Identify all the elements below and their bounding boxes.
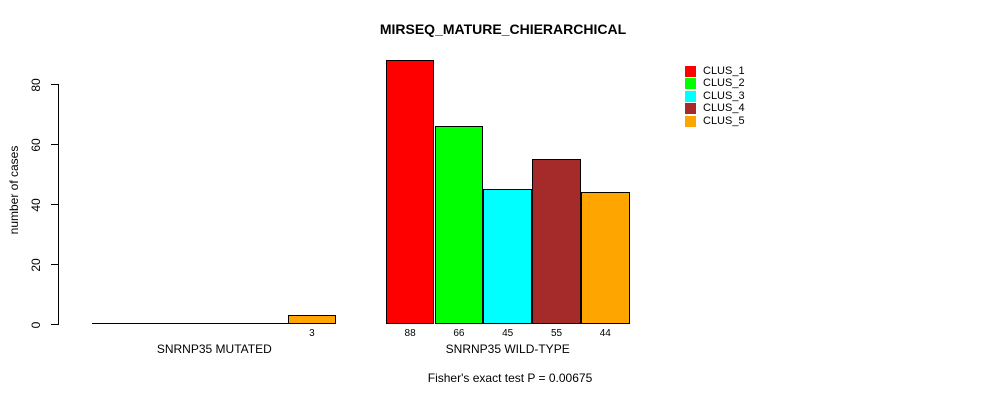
y-tick-mark: [51, 264, 59, 265]
y-tick-mark: [51, 84, 59, 85]
y-tick-label: 60: [29, 137, 43, 152]
bar-value-label: 55: [550, 328, 563, 339]
bar-clus_2: [434, 126, 484, 324]
bar-value-label: 44: [599, 328, 611, 339]
legend-swatch-clus_1: [685, 66, 696, 77]
y-tick-label: 40: [29, 197, 43, 212]
bar-value-label: 45: [502, 328, 514, 339]
legend-swatch-clus_2: [685, 78, 696, 90]
bar-clus_4: [532, 159, 581, 324]
legend-label: CLUS_4: [703, 102, 745, 115]
legend-label: CLUS_1: [703, 65, 745, 77]
y-tick-mark: [51, 204, 59, 205]
bar-clus_5: [287, 315, 337, 324]
legend-swatch-clus_3: [685, 90, 696, 102]
legend-label: CLUS_5: [703, 114, 745, 127]
bar-clus_1-zero: [92, 323, 143, 324]
legend-swatch-clus_4: [685, 103, 696, 115]
bar-value-label: 3: [309, 328, 315, 339]
bar-clus_1: [385, 60, 435, 324]
bar-value-label: 66: [453, 328, 465, 339]
y-tick-label: 80: [29, 77, 43, 92]
y-tick-label: 0: [29, 321, 43, 328]
legend-label: CLUS_3: [703, 89, 745, 102]
y-axis-label: number of cases: [7, 145, 21, 235]
caption-fisher-test: Fisher's exact test P = 0.00675: [427, 371, 593, 385]
group-label: SNRNP35 WILD-TYPE: [445, 342, 570, 356]
bar-clus_2-zero: [141, 323, 191, 324]
y-tick-mark: [51, 144, 59, 145]
bar-clus_3-zero: [189, 323, 240, 324]
y-tick-label: 20: [29, 257, 43, 272]
chart-title: MIRSEQ_MATURE_CHIERARCHICAL: [379, 21, 627, 37]
bar-value-label: 88: [404, 328, 416, 339]
bar-clus_4-zero: [238, 323, 289, 324]
bar-clus_5: [580, 192, 630, 324]
legend-swatch-clus_5: [685, 115, 696, 127]
bar-clus_3: [483, 189, 533, 324]
y-tick-mark: [51, 324, 59, 325]
group-label: SNRNP35 MUTATED: [156, 342, 272, 356]
legend-label: CLUS_2: [703, 77, 745, 90]
